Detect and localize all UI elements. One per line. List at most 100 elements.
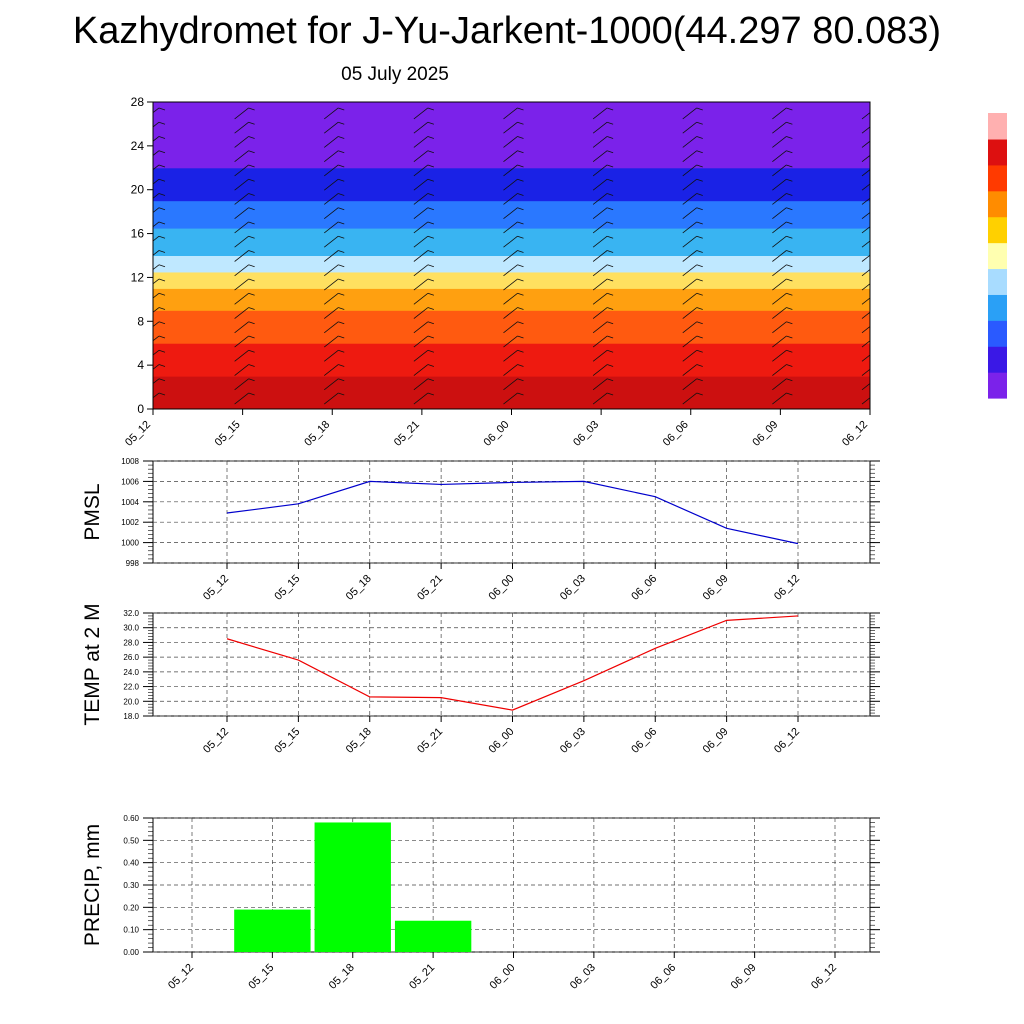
wind-barb-flag [517, 107, 524, 111]
wind-barb-flag [876, 251, 882, 253]
wind-barb [682, 221, 697, 234]
wind-barb-flag [786, 107, 793, 111]
wind-barb-flag [786, 278, 793, 282]
wind-barb-flag [876, 165, 882, 167]
wind-barb [153, 307, 160, 313]
wind-barb-flag [696, 121, 703, 125]
wind-barb [413, 178, 429, 191]
wind-barb-flag [606, 278, 614, 282]
wind-barb [861, 325, 870, 334]
wind-barb-flag [517, 278, 524, 282]
x-tick-label: 05_18 [344, 573, 374, 603]
wind-barb [153, 121, 160, 128]
heatmap-layer [153, 255, 870, 273]
panel-frame [152, 460, 871, 564]
wind-barb-flag [338, 335, 345, 339]
y-tick-label: 1000 [121, 539, 139, 548]
wind-barb-flag [696, 150, 703, 154]
wind-barb-flag [248, 392, 255, 396]
wind-barb [682, 235, 697, 248]
wind-barb [324, 121, 339, 134]
y-axis-label: PRECIP, mm [81, 824, 104, 946]
wind-barb-flag [786, 264, 793, 268]
wind-barb [682, 193, 697, 205]
wind-barb-flag [606, 307, 614, 310]
wind-barb [153, 278, 160, 285]
wind-barb [682, 264, 697, 277]
wind-barb-flag [786, 235, 793, 239]
wind-barb [413, 392, 429, 405]
y-tick-label: 4 [137, 358, 144, 372]
wind-barb [324, 250, 339, 262]
wind-barb-flag [158, 307, 166, 310]
wind-barb [772, 307, 787, 319]
wind-barb-flag [606, 107, 614, 111]
wind-barb-flag [338, 178, 345, 182]
wind-barb-flag [876, 365, 882, 367]
wind-barb-flag [248, 221, 255, 225]
wind-barb-flag [427, 278, 435, 282]
y-tick-label: 30.0 [123, 624, 139, 633]
wind-barb [153, 207, 160, 213]
wind-barb-flag [158, 150, 166, 154]
wind-barb-flag [517, 136, 524, 139]
wind-barb-flag [248, 178, 255, 182]
wind-barb [592, 207, 608, 220]
wind-barb-flag [338, 136, 345, 139]
wind-barb [413, 221, 429, 234]
wind-barb [861, 382, 870, 391]
wind-barb [861, 397, 870, 405]
wind-barb-flag [338, 378, 345, 382]
wind-barb-flag [786, 193, 793, 196]
wind-barb [234, 136, 249, 148]
wind-barb-flag [876, 136, 882, 138]
wind-barb [153, 150, 160, 156]
wind-barb-flag [696, 364, 703, 367]
wind-barb-flag [248, 335, 255, 339]
wind-barb [413, 250, 429, 262]
x-tick-label: 05_12 [123, 419, 153, 449]
wind-barb-flag [248, 235, 255, 239]
wind-barb [772, 107, 787, 120]
wind-barb-flag [158, 392, 166, 396]
wind-barb [234, 364, 249, 376]
x-tick-label: 06_09 [750, 419, 780, 449]
wind-barb [772, 178, 787, 191]
wind-barb-flag [158, 264, 166, 268]
wind-barb-flag [876, 379, 882, 381]
wind-barb-flag [696, 392, 703, 396]
x-tick-label: 06_12 [772, 573, 802, 603]
wind-barb [234, 207, 249, 220]
wind-barb-flag [786, 207, 793, 211]
wind-barb-flag [338, 164, 345, 168]
wind-barb [503, 221, 518, 234]
wind-barb [772, 378, 787, 391]
wind-barb [234, 392, 249, 405]
wind-barb [592, 221, 608, 234]
heatmap-layers [153, 102, 882, 409]
wind-barb-flag [876, 322, 882, 324]
wind-barb [234, 250, 249, 262]
x-tick-label: 05_12 [166, 962, 196, 992]
wind-barb-flag [248, 321, 255, 325]
wind-barb-flag [158, 250, 166, 253]
forecast-date: 05 July 2025 [341, 64, 449, 85]
wind-barb [234, 264, 249, 277]
y-tick-label: 1008 [121, 457, 139, 466]
wind-barb [324, 364, 339, 376]
wind-barb [772, 392, 787, 405]
x-tick-label: 06_12 [772, 726, 802, 756]
wind-barb [592, 136, 608, 148]
wind-barb-flag [517, 193, 524, 196]
wind-barb-flag [606, 193, 614, 196]
wind-barb [682, 364, 697, 376]
wind-barb-flag [786, 392, 793, 396]
wind-barb [153, 321, 160, 327]
heatmap-layer [153, 376, 870, 409]
pmsl-panel: 998 1000 1002 1004 1006 1008 05_12 05_15 05_18 05… [81, 457, 880, 603]
wind-barb [413, 121, 429, 134]
y-tick-label: 20 [131, 183, 145, 197]
temp-series-line [226, 615, 799, 711]
wind-barb-flag [248, 378, 255, 382]
